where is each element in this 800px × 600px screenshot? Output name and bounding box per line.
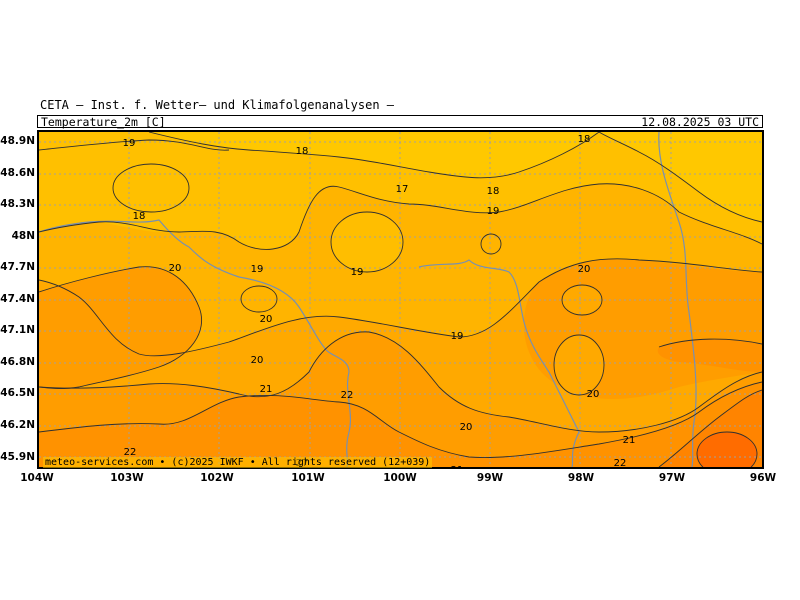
- contour-label: 20: [460, 422, 473, 433]
- lat-label: 46.2N: [0, 419, 35, 431]
- field-18-blob-nw: [113, 164, 189, 212]
- map-svg: 19 18 18 17 18 19 18 20 19 19 20 20 19 2…: [39, 132, 762, 467]
- lat-label: 45.9N: [0, 451, 35, 463]
- contour-label: 21: [451, 465, 464, 467]
- variable-label: Temperature_2m [C]: [41, 115, 166, 129]
- field-22-east-strip: [657, 339, 762, 372]
- lat-label: 47.7N: [0, 261, 35, 273]
- contour-label: 19: [487, 206, 500, 217]
- field-18-north: [39, 132, 762, 250]
- contour-label: 20: [169, 263, 182, 274]
- field-20-blob-mid: [562, 285, 602, 315]
- contour-label: 20: [578, 264, 591, 275]
- lat-label: 48.3N: [0, 198, 35, 210]
- temperature-map: 19 18 18 17 18 19 18 20 19 19 20 20 19 2…: [37, 130, 764, 469]
- map-subtitle-bar: Temperature_2m [C] 12.08.2025 03 UTC: [37, 115, 763, 128]
- lon-label: 97W: [658, 472, 686, 484]
- contour-label: 19: [123, 138, 136, 149]
- contour-label: 18: [578, 134, 591, 145]
- field-17-ne: [599, 132, 762, 222]
- field-17-north: [149, 132, 599, 178]
- map-title: CETA — Inst. f. Wetter— und Klimafolgena…: [40, 98, 395, 112]
- lon-label: 101W: [291, 472, 325, 484]
- lat-label: 48N: [11, 230, 35, 242]
- contour-label: 21: [623, 435, 636, 446]
- contour-label: 18: [296, 146, 309, 157]
- contour-label: 18: [487, 186, 500, 197]
- field-20-blob-sw: [554, 335, 604, 395]
- contour-label: 25: [705, 466, 718, 467]
- lat-label: 48.6N: [0, 167, 35, 179]
- lon-label: 98W: [567, 472, 595, 484]
- contour-label: 20: [587, 389, 600, 400]
- lon-label: 100W: [383, 472, 417, 484]
- contour-label: 19: [351, 267, 364, 278]
- lon-label: 96W: [749, 472, 777, 484]
- contour-label: 17: [396, 184, 409, 195]
- isotherms: [39, 132, 762, 467]
- isotherm-labels: 19 18 18 17 18 19 18 20 19 19 20 20 19 2…: [123, 134, 718, 467]
- contour-label: 22: [124, 447, 137, 458]
- copyright-footer: meteo-services.com • (c)2025 IWKF • All …: [43, 457, 433, 468]
- contour-label: 22: [614, 458, 627, 467]
- lat-label: 48.9N: [0, 135, 35, 147]
- contour-label: 22: [341, 390, 354, 401]
- lat-label: 46.8N: [0, 356, 35, 368]
- lon-label: 102W: [200, 472, 234, 484]
- lat-label: 46.5N: [0, 387, 35, 399]
- lat-label: 47.4N: [0, 293, 35, 305]
- lon-label: 103W: [110, 472, 144, 484]
- field-25-se: [697, 432, 757, 467]
- field-19-blob-e: [481, 234, 501, 254]
- contour-label: 19: [251, 264, 264, 275]
- datetime-label: 12.08.2025 03 UTC: [641, 115, 759, 129]
- lon-label: 99W: [476, 472, 504, 484]
- contour-label: 18: [133, 211, 146, 222]
- field-18-blob-c: [331, 212, 403, 272]
- contour-label: 21: [260, 384, 273, 395]
- lon-label: 104W: [20, 472, 54, 484]
- contour-label: 19: [451, 331, 464, 342]
- contour-label: 20: [260, 314, 273, 325]
- contour-label: 20: [251, 355, 264, 366]
- boundaries: [39, 132, 697, 467]
- lat-label: 47.1N: [0, 324, 35, 336]
